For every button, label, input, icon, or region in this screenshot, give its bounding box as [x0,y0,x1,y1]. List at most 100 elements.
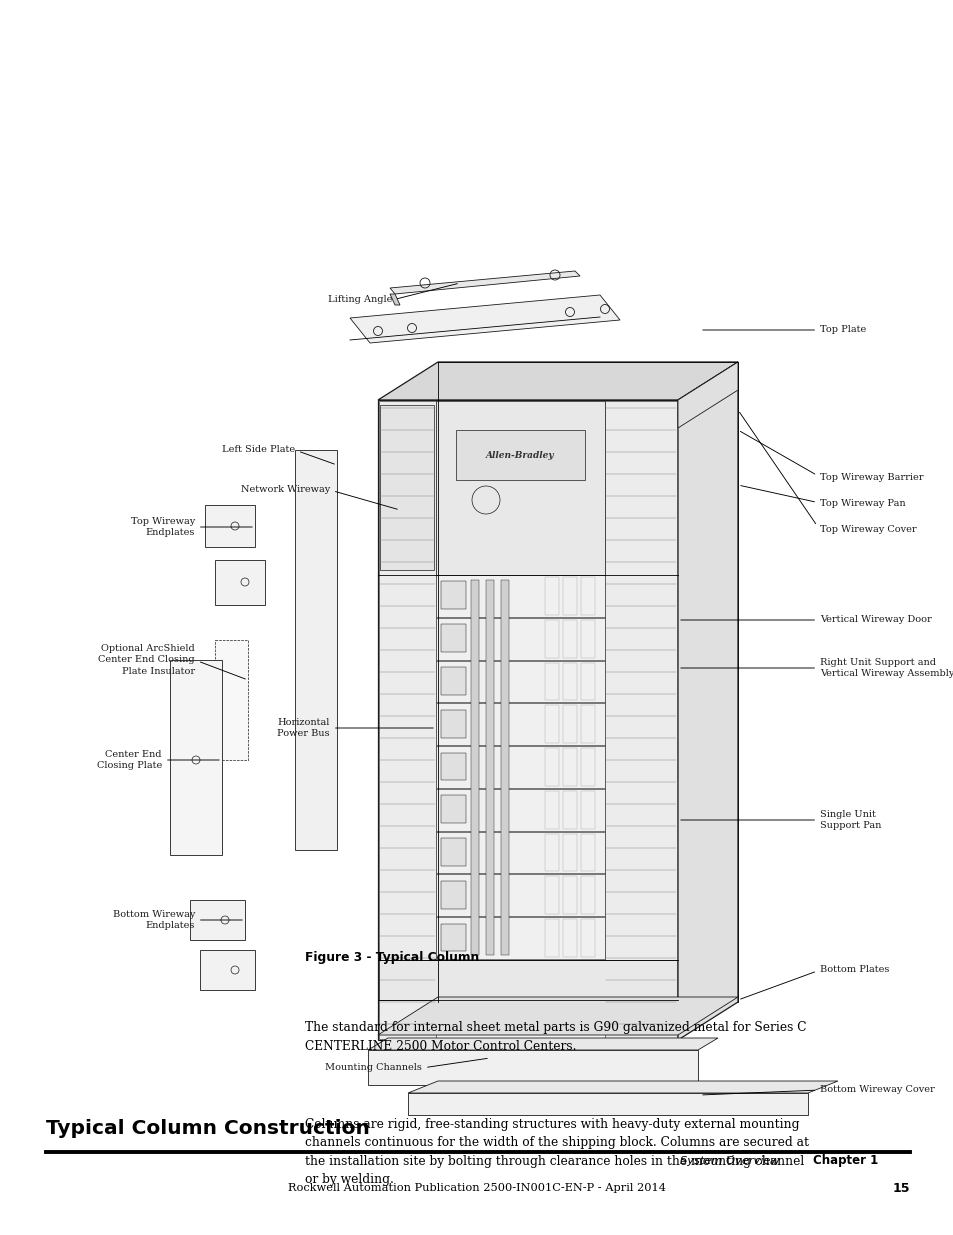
Text: Right Unit Support and
Vertical Wireway Assembly: Right Unit Support and Vertical Wireway … [680,658,953,678]
Bar [544,577,558,615]
Polygon shape [377,400,678,1040]
Text: Top Wireway Pan: Top Wireway Pan [740,485,904,508]
Polygon shape [350,295,619,343]
Text: Allen-Bradley: Allen-Bradley [485,451,554,459]
Bar [562,705,577,743]
Bar [580,662,595,700]
Bar [580,748,595,785]
Text: System Overview: System Overview [679,1156,779,1166]
Bar [436,831,604,873]
Text: 15: 15 [892,1182,909,1194]
Bar [562,919,577,957]
Bar [562,877,577,914]
Polygon shape [190,900,245,940]
Bar [544,748,558,785]
Bar [436,618,604,659]
Text: Top Wireway Barrier: Top Wireway Barrier [740,431,923,482]
Bar [436,576,604,616]
Bar [436,661,604,703]
Bar [562,748,577,785]
Bar [580,877,595,914]
Bar [580,919,595,957]
Bar [604,401,677,1039]
Bar [544,834,558,872]
Bar [440,582,465,609]
Bar [440,795,465,823]
Bar [440,881,465,909]
Polygon shape [294,450,336,850]
Polygon shape [205,505,254,547]
Bar [440,667,465,695]
Polygon shape [170,659,222,855]
Text: Bottom Plates: Bottom Plates [740,966,888,999]
Text: Top Wireway Cover: Top Wireway Cover [739,412,916,535]
Text: Figure 3 - Typical Column: Figure 3 - Typical Column [305,951,478,965]
Polygon shape [214,640,248,760]
Polygon shape [200,950,254,990]
Bar [436,874,604,916]
Text: Chapter 1: Chapter 1 [812,1155,877,1167]
Polygon shape [408,1081,837,1093]
Text: Top Wireway
Endplates: Top Wireway Endplates [131,517,252,537]
Text: Lifting Angle: Lifting Angle [327,284,456,305]
Bar [436,746,604,788]
Text: Top Plate: Top Plate [702,326,865,335]
Text: Typical Column Construction: Typical Column Construction [46,1119,370,1137]
Text: Optional ArcShield
Center End Closing
Plate Insulator: Optional ArcShield Center End Closing Pl… [98,645,245,679]
Bar [562,620,577,657]
Polygon shape [377,362,738,400]
Bar [436,704,604,745]
Bar [378,960,677,1000]
Polygon shape [214,559,265,605]
Bar [544,620,558,657]
Text: Center End
Closing Plate: Center End Closing Plate [96,750,219,771]
Bar [562,577,577,615]
Polygon shape [678,362,738,429]
Polygon shape [368,1037,718,1050]
Bar [500,580,509,955]
Text: Single Unit
Support Pan: Single Unit Support Pan [680,810,881,830]
Polygon shape [379,405,434,571]
Bar [440,752,465,781]
Bar [544,662,558,700]
Polygon shape [390,294,399,305]
Bar [562,662,577,700]
Bar [440,839,465,866]
Bar [436,401,604,576]
Text: Columns are rigid, free-standing structures with heavy-duty external mounting
ch: Columns are rigid, free-standing structu… [305,1118,808,1186]
Text: Network Wireway: Network Wireway [240,485,396,509]
Text: Left Side Plate: Left Side Plate [222,446,335,464]
Bar [562,834,577,872]
Bar [562,790,577,829]
Bar [580,577,595,615]
Bar [544,705,558,743]
Bar [471,580,478,955]
Bar [440,924,465,951]
Bar [580,790,595,829]
Text: Bottom Wireway
Endplates: Bottom Wireway Endplates [112,910,242,930]
Bar [544,919,558,957]
Bar [544,877,558,914]
Text: Vertical Wireway Door: Vertical Wireway Door [680,615,931,625]
Text: The standard for internal sheet metal parts is G90 galvanized metal for Series C: The standard for internal sheet metal pa… [305,1021,805,1053]
Bar [378,401,436,1039]
Polygon shape [408,1093,807,1115]
Bar [440,710,465,737]
Text: Rockwell Automation Publication 2500-IN001C-EN-P - April 2014: Rockwell Automation Publication 2500-IN0… [288,1183,665,1193]
Text: Bottom Wireway Cover: Bottom Wireway Cover [702,1086,934,1095]
Polygon shape [390,270,579,294]
Polygon shape [377,997,738,1035]
Bar [436,918,604,960]
Bar [580,620,595,657]
Bar [440,624,465,652]
Bar [485,580,494,955]
Bar [436,789,604,831]
Text: Mounting Channels: Mounting Channels [325,1058,487,1072]
Bar [580,834,595,872]
Polygon shape [368,1050,698,1086]
Bar [544,790,558,829]
Bar [456,430,584,480]
Text: Horizontal
Power Bus: Horizontal Power Bus [277,718,433,739]
Polygon shape [678,362,738,1040]
Bar [580,705,595,743]
